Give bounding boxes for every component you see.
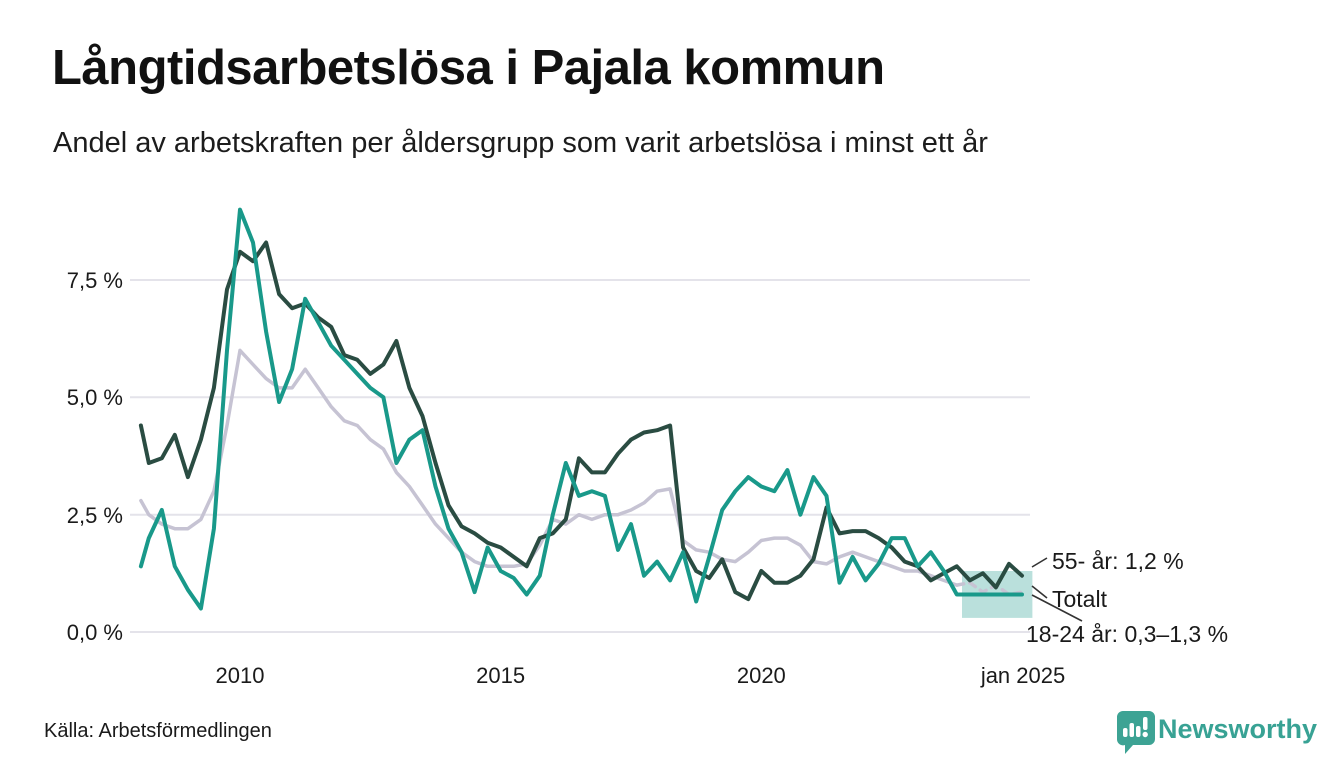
newsworthy-logo-icon xyxy=(1116,711,1155,754)
x-axis-tick-label: jan 2025 xyxy=(980,663,1066,688)
y-axis-tick-label: 0,0 % xyxy=(66,620,123,645)
newsworthy-logo-text: Newsworthy xyxy=(1158,714,1318,744)
end-label-totalt: Totalt xyxy=(1052,586,1107,612)
source-note: Källa: Arbetsförmedlingen xyxy=(44,720,272,742)
line-totalt-dashed xyxy=(955,580,1024,597)
y-axis-tick-label: 5,0 % xyxy=(66,385,123,411)
line-totalt xyxy=(139,348,959,587)
line-18-24-ar xyxy=(138,207,1024,611)
x-axis-tick-label: 2020 xyxy=(736,663,786,688)
page-title: Långtidsarbetslösa i Pajala kommun xyxy=(52,41,885,95)
x-axis-tick-label: 2015 xyxy=(476,663,526,688)
end-label-55-ar: 55- år: 1,2 % xyxy=(1052,548,1184,574)
y-axis-tick-label: 2,5 % xyxy=(66,502,123,528)
page-subtitle: Andel av arbetskraften per åldersgrupp s… xyxy=(53,127,988,159)
end-label-18-24-ar: 18-24 år: 0,3–1,3 % xyxy=(1026,621,1229,647)
leader-line xyxy=(1031,585,1048,599)
line-55-ar xyxy=(138,240,1024,602)
leader-line xyxy=(1031,557,1048,568)
y-axis-tick-label: 7,5 % xyxy=(66,268,123,293)
x-axis-tick-label: 2010 xyxy=(215,663,265,688)
uncertainty-band xyxy=(962,571,1033,618)
